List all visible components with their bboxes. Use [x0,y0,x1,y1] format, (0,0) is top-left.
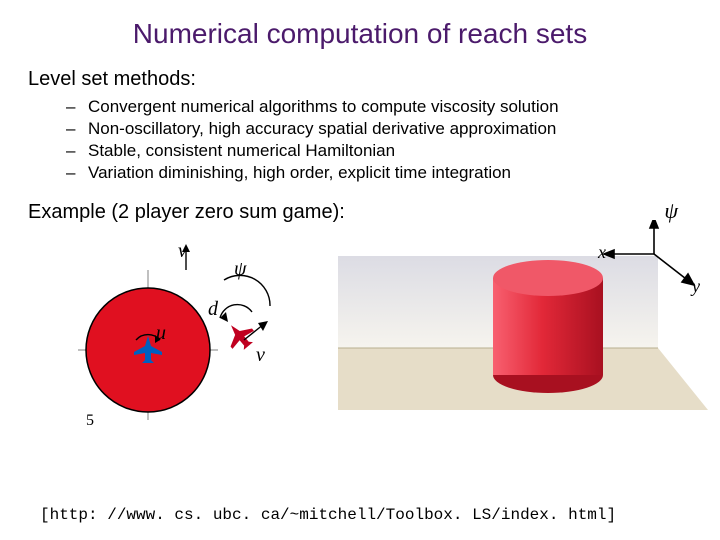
slide-title: Numerical computation of reach sets [28,18,692,50]
bullet-text: Stable, consistent numerical Hamiltonian [88,141,395,161]
tick-label-5: 5 [86,412,94,430]
bullet-text: Convergent numerical algorithms to compu… [88,97,559,117]
pursuer-plane-icon [220,316,259,355]
axis-label-x: x [598,242,606,263]
bullet-text: Non-oscillatory, high accuracy spatial d… [88,119,556,139]
bullet-text: Variation diminishing, high order, expli… [88,163,511,183]
bullet-item: – Variation diminishing, high order, exp… [66,163,692,183]
label-v-bot: v [256,344,265,367]
dash-icon: – [66,163,88,183]
bullet-item: – Convergent numerical algorithms to com… [66,97,692,117]
axis-label-y: y [692,276,700,297]
citation-url: [http: //www. cs. ubc. ca/~mitchell/Tool… [40,506,616,524]
dash-icon: – [66,141,88,161]
reachset-svg [338,220,708,450]
bullet-list: – Convergent numerical algorithms to com… [66,97,692,183]
label-v-top: v [178,240,187,263]
dash-icon: – [66,119,88,139]
reachset-3d: x y [338,220,708,450]
dash-icon: – [66,97,88,117]
example-figure-row: 5 v ψ d u v [28,230,692,490]
bullet-item: – Non-oscillatory, high accuracy spatial… [66,119,692,139]
subhead-methods: Level set methods: [28,68,692,91]
label-d: d [208,298,218,321]
cylinder-icon [493,260,603,393]
pursuit-diagram: 5 v ψ d u v [58,240,298,450]
bullet-item: – Stable, consistent numerical Hamiltoni… [66,141,692,161]
label-psi: ψ [234,258,246,281]
label-u: u [156,322,166,345]
